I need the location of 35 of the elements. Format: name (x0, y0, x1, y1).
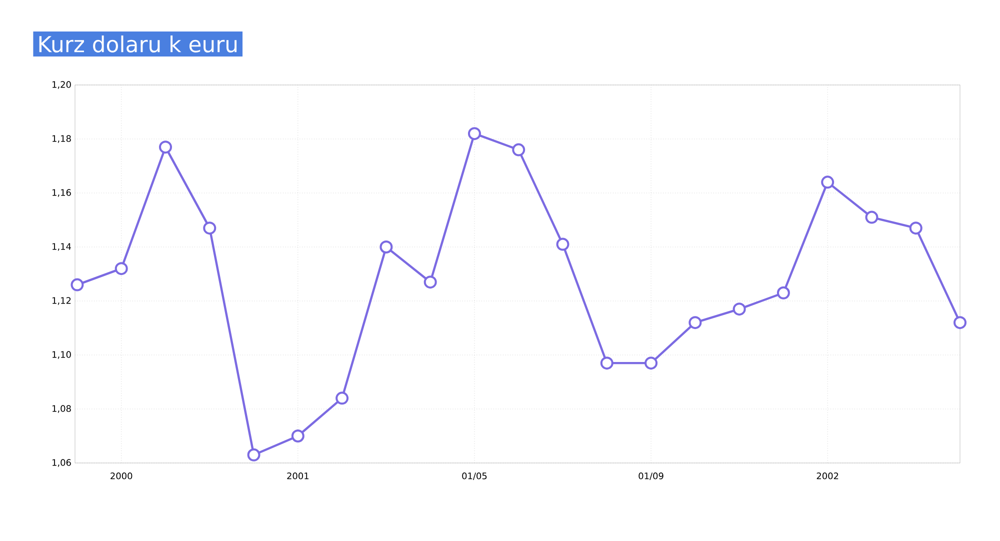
point (556, 238, 570, 251)
point (954, 316, 967, 330)
chart-title: Kurz dolaru k euru (39, 36, 237, 52)
point (865, 210, 878, 224)
x-tick-label: 2002 (816, 472, 838, 480)
x-tick-label: 2001 (287, 472, 308, 480)
point (732, 302, 746, 316)
point (158, 140, 172, 154)
y-tick-label: 1,06 (52, 459, 71, 467)
point (909, 222, 922, 235)
y-tick-label: 1,14 (52, 243, 71, 251)
y-tick-label: 1,10 (52, 351, 71, 359)
point (688, 316, 702, 330)
point (821, 176, 834, 189)
point (380, 240, 393, 254)
y-tick-label: 1,16 (52, 189, 71, 197)
point (644, 356, 658, 370)
point (114, 262, 128, 276)
point (468, 127, 481, 140)
point (776, 286, 790, 300)
point (336, 392, 349, 405)
x-tick-label: 01/05 (462, 472, 487, 480)
y-tick-label: 1,18 (52, 135, 71, 143)
y-tick-label: 1,20 (52, 81, 71, 89)
y-tick-label: 1,08 (52, 405, 71, 413)
point (600, 356, 614, 370)
point (291, 429, 304, 442)
x-tick-label: 01/09 (638, 472, 664, 480)
x-tick-label: 2000 (110, 472, 132, 480)
point (70, 278, 84, 292)
y-tick-label: 1,12 (52, 297, 71, 305)
point (424, 276, 437, 289)
point (203, 222, 216, 235)
point (247, 448, 260, 462)
point (512, 143, 526, 156)
